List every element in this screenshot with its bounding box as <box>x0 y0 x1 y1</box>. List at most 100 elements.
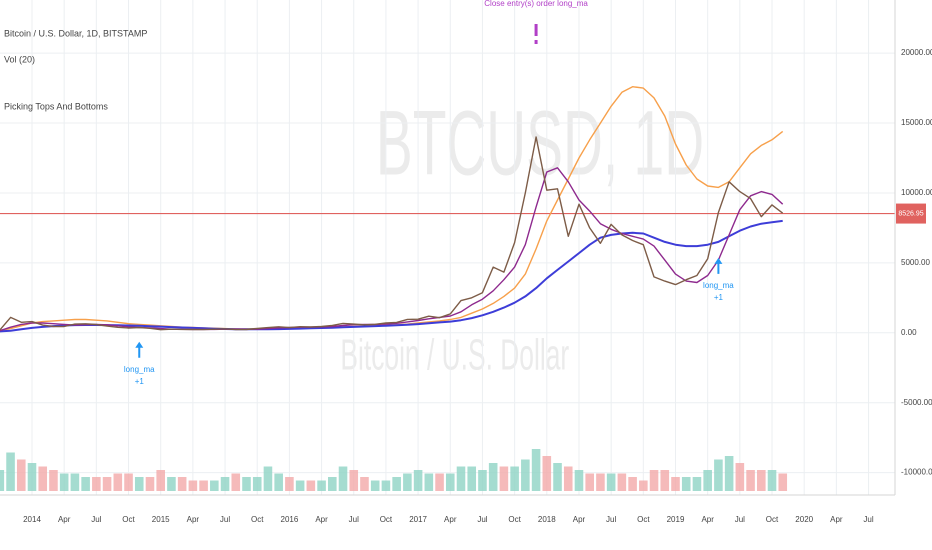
annotation-arrow <box>534 24 538 36</box>
volume-bar <box>6 452 15 491</box>
volume-bar <box>424 473 434 491</box>
volume-bar <box>778 473 788 491</box>
volume-bar <box>467 466 477 491</box>
volume-bar <box>124 473 133 491</box>
volume-bar <box>81 477 90 491</box>
volume-bar <box>59 473 69 491</box>
x-tick-label: Apr <box>830 515 843 524</box>
volume-bar <box>735 463 745 491</box>
x-tick-label: Oct <box>380 515 393 524</box>
x-tick-label: Jul <box>91 515 101 524</box>
volume-bar <box>370 480 380 491</box>
x-tick-label: Oct <box>508 515 521 524</box>
volume-bar <box>188 480 198 491</box>
x-tick-label: Apr <box>58 515 71 524</box>
volume-bar <box>724 456 734 491</box>
annotation-arrow <box>534 40 538 44</box>
annotation-arrow <box>135 341 144 358</box>
volume-bar <box>767 470 777 491</box>
volume-bar <box>499 466 509 491</box>
volume-bar <box>413 470 423 491</box>
volume-bar <box>521 459 530 491</box>
x-tick-label: Apr <box>187 515 200 524</box>
volume-bar <box>27 463 37 491</box>
y-tick-label: 5000.00 <box>901 258 930 267</box>
y-tick-label: 0.00 <box>901 328 917 337</box>
volume-bar <box>145 477 155 491</box>
volume-bar <box>102 477 112 491</box>
volume-bar <box>156 470 165 491</box>
plot <box>0 0 895 495</box>
y-tick-label: 20000.00 <box>901 48 932 57</box>
volume-bar <box>681 477 691 491</box>
y-tick-label: -10000.00 <box>901 468 932 477</box>
volume-bar <box>606 473 616 491</box>
volume-bar <box>242 477 251 491</box>
legend-strategy: Picking Tops And Bottoms <box>4 101 108 111</box>
x-tick-label: 2019 <box>667 515 685 524</box>
volume-bar <box>478 470 487 491</box>
price-label-box <box>896 203 926 224</box>
price-label: 8526.95 <box>898 210 923 217</box>
volume-bar <box>49 470 58 491</box>
volume-bar <box>617 473 627 491</box>
x-tick-label: 2020 <box>795 515 813 524</box>
volume-bar <box>671 477 680 491</box>
volume-bar <box>403 473 412 491</box>
volume-bar <box>134 477 144 491</box>
annotation-label: long_ma <box>703 281 734 290</box>
volume-bar <box>263 466 273 491</box>
x-tick-label: Jul <box>349 515 359 524</box>
series-line <box>0 167 784 332</box>
x-tick-label: Oct <box>251 515 264 524</box>
volume-bar <box>92 477 101 491</box>
volume-bar <box>585 473 594 491</box>
volume-bar <box>306 480 316 491</box>
annotation-sub: +1 <box>714 293 724 302</box>
annotation-label: long_ma <box>124 365 155 374</box>
x-tick-label: Jul <box>220 515 230 524</box>
legend-volume: Vol (20) <box>4 54 35 64</box>
watermark: BTCUSD, 1D <box>376 92 704 195</box>
x-tick-label: 2017 <box>409 515 427 524</box>
x-tick-label: 2018 <box>538 515 556 524</box>
series-line <box>0 136 784 331</box>
y-tick-label: 10000.00 <box>901 188 932 197</box>
volume-bar <box>488 463 498 491</box>
x-tick-label: 2016 <box>281 515 299 524</box>
x-tick-label: 2014 <box>23 515 41 524</box>
volume-bar <box>338 466 348 491</box>
x-tick-label: Jul <box>606 515 616 524</box>
volume-bar <box>381 480 391 491</box>
x-tick-label: Apr <box>701 515 714 524</box>
volume-bar <box>231 473 241 491</box>
x-tick-label: Apr <box>573 515 586 524</box>
y-tick-label: 15000.00 <box>901 118 932 127</box>
x-tick-label: 2015 <box>152 515 170 524</box>
x-tick-label: Jul <box>735 515 745 524</box>
volume-bar <box>746 470 755 491</box>
y-tick-label: -5000.00 <box>901 398 932 407</box>
legend-symbol: Bitcoin / U.S. Dollar, 1D, BITSTAMP <box>4 28 147 38</box>
volume-bar <box>252 477 262 491</box>
volume-bar <box>295 480 305 491</box>
volume-bar <box>38 466 48 491</box>
volume-bar <box>563 466 573 491</box>
x-tick-label: Apr <box>315 515 328 524</box>
volume-bar <box>531 449 541 491</box>
volume-bar <box>177 477 187 491</box>
volume-bar <box>70 473 80 491</box>
volume-bar <box>16 459 26 491</box>
volume-bar <box>0 470 5 491</box>
watermark-sub: Bitcoin / U.S. Dollar <box>340 330 569 380</box>
annotation-sub: +1 <box>135 377 145 386</box>
volume-bar <box>328 477 337 491</box>
volume-bar <box>553 463 562 491</box>
volume-bar <box>628 477 637 491</box>
x-tick-label: Oct <box>766 515 779 524</box>
x-tick-label: Jul <box>863 515 873 524</box>
volume-bar <box>317 480 326 491</box>
series-line <box>0 219 783 333</box>
